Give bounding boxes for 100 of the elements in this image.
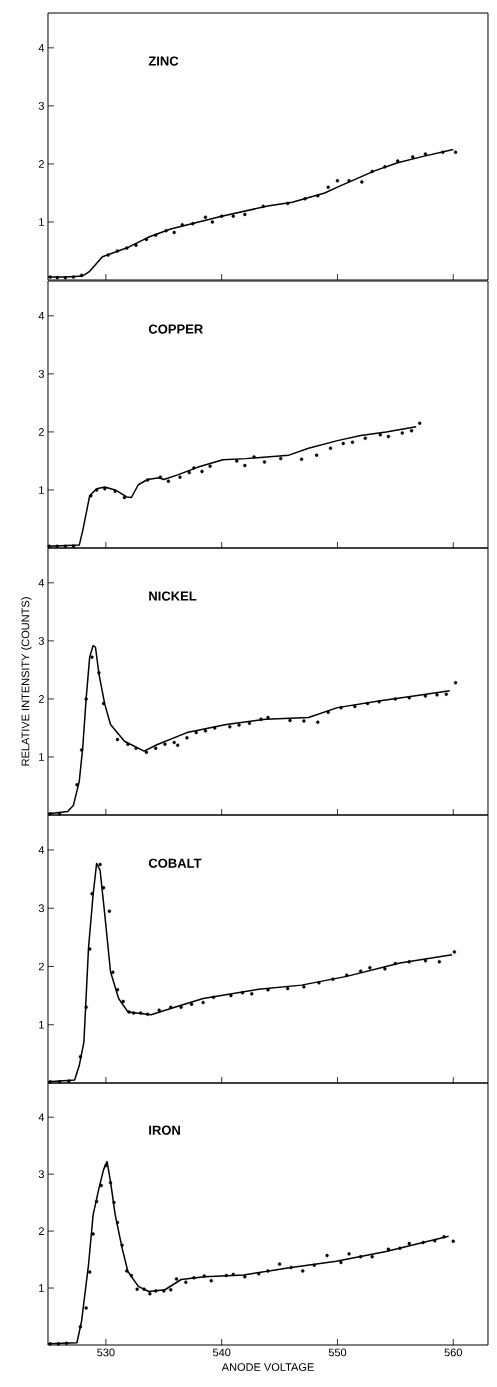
- y-tick-label: 4: [38, 44, 45, 52]
- point: [210, 220, 215, 224]
- point: [201, 1000, 205, 1005]
- point: [71, 275, 76, 279]
- point: [240, 991, 245, 995]
- point: [370, 169, 374, 174]
- point: [79, 273, 84, 278]
- point: [79, 748, 84, 752]
- point: [247, 721, 252, 725]
- point: [365, 701, 370, 706]
- point: [125, 1269, 129, 1273]
- point: [211, 995, 216, 1000]
- point: [358, 969, 363, 973]
- point: [261, 204, 266, 208]
- point: [312, 1263, 317, 1267]
- point: [153, 1289, 158, 1293]
- point: [71, 544, 76, 548]
- y-tick-label: 4: [38, 579, 45, 587]
- point: [235, 459, 239, 463]
- point: [134, 746, 138, 750]
- point: [316, 194, 320, 198]
- y-tick-label: 1: [39, 1020, 44, 1029]
- point: [180, 223, 185, 227]
- point: [115, 988, 120, 992]
- point: [441, 150, 445, 155]
- point: [104, 1163, 108, 1168]
- point: [243, 1274, 247, 1279]
- y-tick-label: 2: [38, 962, 44, 971]
- point: [78, 1325, 83, 1329]
- point: [129, 1273, 134, 1278]
- y-tick-label: 1: [39, 218, 44, 226]
- point: [103, 487, 107, 491]
- y-tick-label: 3: [38, 102, 44, 110]
- x-tick-label: 530: [97, 1348, 115, 1357]
- point: [442, 1235, 446, 1239]
- point: [131, 1011, 136, 1015]
- point: [386, 434, 391, 439]
- point: [339, 1260, 343, 1265]
- point: [115, 737, 120, 742]
- point: [91, 1232, 95, 1236]
- x-axis-title: ANODE VOLTAGE: [221, 1363, 314, 1371]
- point: [398, 1246, 402, 1250]
- point: [75, 783, 79, 787]
- point: [395, 159, 400, 163]
- point: [407, 696, 411, 700]
- point: [158, 475, 163, 479]
- point: [378, 433, 383, 437]
- point: [437, 960, 442, 964]
- point: [314, 453, 319, 457]
- point: [279, 456, 283, 461]
- point: [169, 1005, 173, 1009]
- point: [243, 212, 247, 217]
- point: [107, 909, 112, 913]
- point: [55, 544, 59, 548]
- point: [184, 1280, 188, 1285]
- point: [172, 230, 176, 235]
- point: [423, 958, 428, 963]
- point: [64, 1341, 69, 1345]
- point: [237, 723, 241, 727]
- point: [358, 1255, 363, 1259]
- point: [347, 179, 351, 183]
- point: [325, 1253, 329, 1258]
- point: [407, 1241, 411, 1246]
- point: [115, 249, 120, 253]
- y-tick-label: 3: [38, 1170, 44, 1179]
- point: [175, 743, 180, 748]
- point: [98, 862, 102, 867]
- x-tick-label: 550: [328, 1348, 347, 1357]
- point: [453, 150, 458, 155]
- point: [101, 701, 106, 706]
- point: [67, 1079, 71, 1083]
- point: [335, 179, 340, 183]
- text: COPPER: [148, 324, 203, 334]
- point: [360, 180, 364, 184]
- point: [370, 1255, 374, 1259]
- point: [316, 720, 320, 724]
- point: [101, 886, 106, 890]
- point: [231, 1272, 235, 1277]
- point: [252, 455, 256, 459]
- point: [339, 705, 343, 710]
- point: [331, 977, 335, 981]
- point: [363, 436, 367, 441]
- point: [99, 1183, 103, 1188]
- point: [148, 1292, 152, 1296]
- point: [266, 715, 270, 720]
- point: [125, 246, 129, 250]
- point: [144, 750, 149, 755]
- y-tick-label: 4: [38, 312, 45, 320]
- text: NICKEL: [149, 591, 197, 601]
- point: [435, 693, 439, 697]
- point: [341, 441, 345, 446]
- y-axis-title: RELATIVE INTENSITY (COUNTS): [21, 597, 32, 766]
- point: [411, 155, 415, 159]
- point: [111, 970, 115, 975]
- point: [169, 1288, 173, 1292]
- text: IRON: [149, 1125, 180, 1135]
- point: [153, 746, 158, 750]
- point: [106, 253, 110, 257]
- point: [231, 214, 235, 218]
- point: [368, 965, 372, 970]
